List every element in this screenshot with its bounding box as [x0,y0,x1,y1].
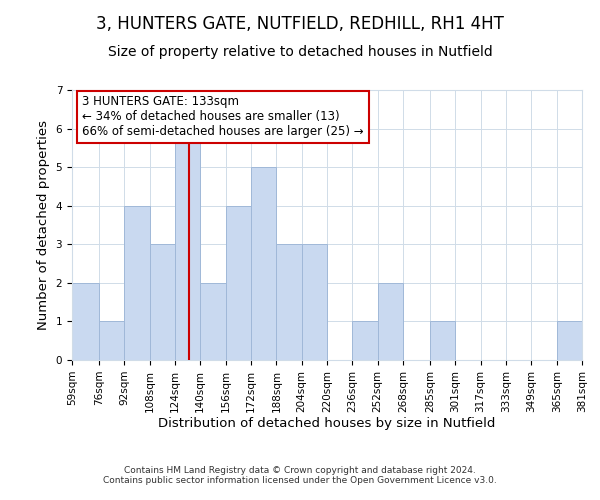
Bar [302,244,327,360]
Bar [352,322,377,360]
Bar [149,244,175,360]
Bar [557,322,582,360]
Bar [430,322,455,360]
Y-axis label: Number of detached properties: Number of detached properties [37,120,50,330]
X-axis label: Distribution of detached houses by size in Nutfield: Distribution of detached houses by size … [158,418,496,430]
Bar [377,283,403,360]
Text: 3, HUNTERS GATE, NUTFIELD, REDHILL, RH1 4HT: 3, HUNTERS GATE, NUTFIELD, REDHILL, RH1 … [96,15,504,33]
Bar [582,322,600,360]
Bar [99,322,124,360]
Bar [175,128,200,360]
Bar [124,206,149,360]
Text: 3 HUNTERS GATE: 133sqm
← 34% of detached houses are smaller (13)
66% of semi-det: 3 HUNTERS GATE: 133sqm ← 34% of detached… [82,96,364,138]
Bar [72,283,99,360]
Text: Contains HM Land Registry data © Crown copyright and database right 2024.
Contai: Contains HM Land Registry data © Crown c… [103,466,497,485]
Bar [226,206,251,360]
Bar [277,244,302,360]
Bar [200,283,226,360]
Text: Size of property relative to detached houses in Nutfield: Size of property relative to detached ho… [107,45,493,59]
Bar [251,167,277,360]
